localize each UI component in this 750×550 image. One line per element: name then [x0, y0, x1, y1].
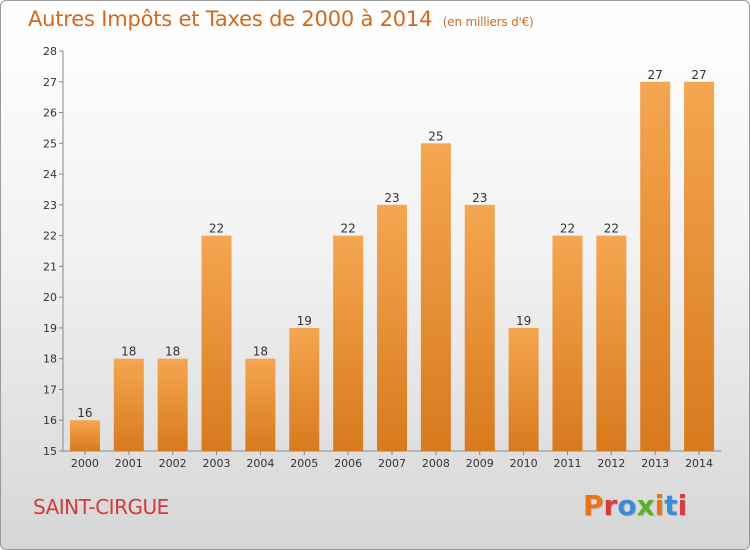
- x-tick-label: 2010: [510, 457, 538, 470]
- y-tick-label: 18: [43, 353, 57, 366]
- bars: [69, 81, 715, 452]
- y-tick-label: 17: [43, 383, 57, 396]
- bar: [245, 358, 276, 451]
- logo-letter: P: [583, 489, 604, 522]
- proxiti-logo: Proxiti: [583, 489, 687, 522]
- bar: [640, 81, 671, 452]
- x-tick-label: 2009: [466, 457, 494, 470]
- x-tick-label: 2001: [115, 457, 143, 470]
- data-label: 18: [253, 345, 268, 359]
- logo-letter: x: [636, 489, 655, 522]
- y-tick-label: 28: [43, 45, 57, 58]
- x-tick-label: 2002: [159, 457, 187, 470]
- data-label: 27: [648, 68, 663, 82]
- logo-letter: i: [677, 489, 688, 522]
- logo-letter: t: [664, 489, 678, 522]
- data-label: 22: [209, 222, 224, 236]
- data-label: 22: [340, 222, 355, 236]
- x-tick-label: 2014: [685, 457, 713, 470]
- data-label: 16: [77, 406, 92, 420]
- bar: [377, 204, 407, 451]
- y-tick-label: 21: [43, 260, 57, 273]
- logo-letter: i: [654, 489, 665, 522]
- y-tick-label: 15: [43, 445, 57, 458]
- x-tick-label: 2004: [246, 457, 274, 470]
- bar: [157, 358, 188, 451]
- y-tick-label: 26: [43, 107, 57, 120]
- data-label: 23: [384, 191, 399, 205]
- place-name: SAINT-CIRGUE: [33, 495, 169, 519]
- x-tick-label: 2003: [203, 457, 231, 470]
- x-tick-label: 2011: [553, 457, 581, 470]
- y-tick-label: 19: [43, 322, 57, 335]
- bar: [333, 235, 364, 451]
- data-label: 23: [472, 191, 487, 205]
- data-label: 19: [297, 314, 312, 328]
- x-tick-label: 2012: [597, 457, 625, 470]
- y-tick-label: 23: [43, 199, 57, 212]
- y-tick-label: 16: [43, 414, 57, 427]
- bar: [201, 235, 232, 451]
- labels: 2000 16 2001 18 2002 18 2003 22 2004 18 2005 19 2006…: [71, 68, 713, 470]
- bar: [684, 81, 715, 452]
- axes: 15 16 17 18 19 20 21 22 23 24 25 26 27 28: [43, 45, 721, 458]
- bar: [113, 358, 144, 451]
- bar: [508, 327, 539, 451]
- chart-title: Autres Impôts et Taxes de 2000 à 2014 (e…: [28, 7, 534, 31]
- bar: [420, 143, 451, 452]
- data-label: 25: [428, 129, 443, 143]
- data-label: 19: [516, 314, 531, 328]
- logo-letter: o: [617, 489, 637, 522]
- x-tick-label: 2005: [290, 457, 318, 470]
- bar: [69, 420, 100, 451]
- x-tick-label: 2013: [641, 457, 669, 470]
- x-tick-label: 2000: [71, 457, 99, 470]
- bar: [552, 235, 583, 451]
- x-tick-label: 2007: [378, 457, 406, 470]
- bar: [464, 204, 495, 451]
- y-tick-label: 24: [43, 168, 57, 181]
- x-tick-label: 2006: [334, 457, 362, 470]
- data-label: 22: [604, 222, 619, 236]
- chart-subtitle: (en milliers d'€): [442, 15, 534, 29]
- y-tick-label: 20: [43, 291, 57, 304]
- chart-title-text: Autres Impôts et Taxes de 2000 à 2014: [28, 7, 433, 31]
- logo-letter: r: [603, 489, 618, 522]
- x-tick-label: 2008: [422, 457, 450, 470]
- bar: [289, 327, 320, 451]
- data-label: 27: [691, 68, 706, 82]
- y-tick-label: 27: [43, 76, 57, 89]
- data-label: 22: [560, 222, 575, 236]
- data-label: 18: [165, 345, 180, 359]
- y-tick-label: 25: [43, 137, 57, 150]
- bar: [596, 235, 627, 451]
- data-label: 18: [121, 345, 136, 359]
- y-tick-label: 22: [43, 230, 57, 243]
